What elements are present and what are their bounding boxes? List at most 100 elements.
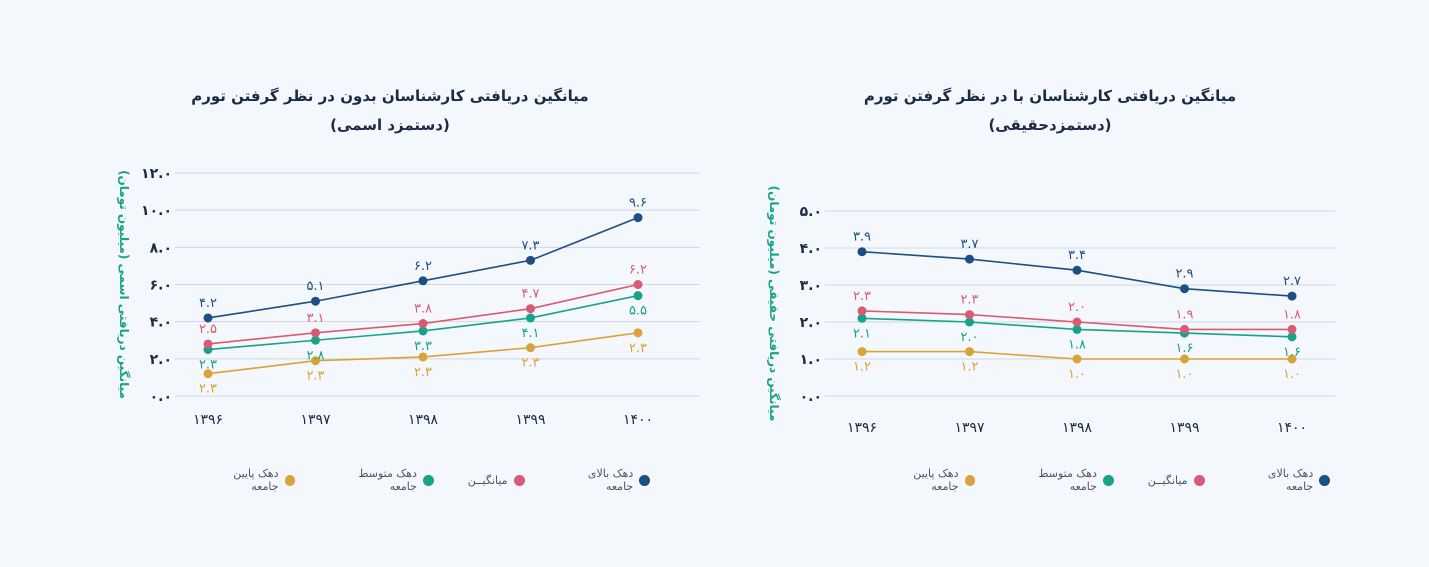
y-tick-label: ۰.۰	[150, 389, 172, 405]
data-point	[857, 313, 867, 323]
legend-label: میانگیــن	[1147, 473, 1188, 487]
x-tick-label: ۱۳۹۹	[1169, 420, 1199, 436]
x-tick-label: ۱۳۹۸	[408, 412, 439, 428]
data-point	[633, 213, 643, 223]
data-label: ۵.۵	[629, 304, 647, 319]
data-label: ۹.۶	[629, 196, 647, 211]
data-point	[311, 328, 320, 338]
data-point	[418, 319, 428, 329]
data-label: ۱.۰	[1068, 367, 1086, 382]
data-label: ۶.۲	[414, 259, 432, 274]
data-point	[418, 326, 428, 336]
data-label: ۳.۸	[414, 302, 432, 317]
legend-swatch	[964, 474, 976, 486]
data-point	[1180, 324, 1189, 334]
data-label: ۲.۳	[629, 341, 647, 356]
data-label: ۱.۸	[1068, 337, 1086, 352]
legend-item: دهک بالای جامعه	[559, 467, 650, 493]
data-point	[1180, 284, 1189, 294]
data-point	[418, 276, 428, 286]
legend-item: دهک پایین جامعه	[204, 467, 296, 493]
data-point	[311, 296, 320, 306]
legend-item: دهک متوسط جامعه	[329, 467, 434, 493]
legend-label: دهک پایین جامعه	[233, 467, 279, 493]
data-label: ۳.۳	[414, 339, 432, 354]
data-label: ۶.۲	[629, 263, 647, 278]
legend-item: دهک پایین جامعه	[884, 467, 976, 493]
data-label: ۲.۳	[199, 382, 217, 397]
x-tick-label: ۱۴۰۰	[623, 412, 653, 428]
data-label: ۳.۹	[853, 230, 871, 245]
x-tick-label: ۱۳۹۹	[515, 412, 545, 428]
data-label: ۲.۱	[853, 326, 871, 341]
data-label: ۲.۸	[306, 348, 324, 363]
data-point	[965, 347, 974, 357]
legend-swatch	[284, 474, 296, 486]
y-axis-label: میانگین دریافتی اسمی (میلیون تومان)	[116, 170, 131, 399]
legend-swatch	[422, 474, 434, 486]
y-tick-label: ۲.۰	[150, 352, 172, 368]
data-label: ۲.۳	[199, 358, 217, 373]
data-label: ۵.۱	[306, 279, 324, 294]
data-label: ۱.۲	[960, 360, 978, 375]
data-label: ۲.۹	[1175, 267, 1193, 282]
data-label: ۲.۳	[521, 356, 539, 371]
legend-label: دهک متوسط جامعه	[1038, 467, 1097, 493]
data-label: ۱.۶	[1175, 341, 1193, 356]
data-point	[1180, 354, 1189, 364]
legend-swatch	[1193, 474, 1205, 486]
y-tick-label: ۰.۰	[800, 389, 822, 405]
legend-label: دهک بالای جامعه	[1267, 467, 1314, 493]
data-point	[1072, 324, 1082, 334]
x-tick-label: ۱۴۰۰	[1277, 420, 1307, 436]
data-point	[1072, 354, 1082, 364]
x-tick-label: ۱۳۹۷	[300, 412, 331, 428]
y-tick-label: ۳.۰	[800, 278, 822, 294]
data-point	[633, 328, 643, 338]
chart-title-main: میانگین دریافتی کارشناسان با در نظر گرفت…	[863, 87, 1237, 105]
chart-panel-real: میانگین دریافتی کارشناسان با در نظر گرفت…	[740, 0, 1380, 567]
data-label: ۲.۰	[960, 330, 978, 345]
legend-item: دهک بالای جامعه	[1239, 467, 1330, 493]
data-point	[1287, 354, 1297, 364]
y-tick-label: ۵.۰	[800, 204, 822, 220]
data-point	[311, 335, 320, 345]
legend-label: میانگیــن	[467, 473, 508, 487]
data-point	[526, 255, 535, 265]
data-point	[633, 291, 643, 301]
x-tick-label: ۱۳۹۶	[847, 420, 877, 436]
data-label: ۱.۸	[1283, 307, 1301, 322]
data-label: ۴.۲	[199, 296, 217, 311]
data-point	[857, 306, 867, 316]
data-label: ۱.۰	[1283, 367, 1301, 382]
data-point	[526, 304, 535, 314]
legend-swatch	[639, 474, 650, 486]
data-point	[203, 313, 213, 323]
chart-title-main: میانگین دریافتی کارشناسان بدون در نظر گر…	[191, 87, 589, 105]
data-point	[1287, 332, 1297, 342]
data-label: ۲.۷	[1283, 274, 1301, 289]
data-label: ۲.۰	[1068, 300, 1086, 315]
data-label: ۷.۳	[521, 238, 539, 253]
legend-item: میانگیــن	[468, 474, 525, 487]
data-point	[857, 347, 867, 357]
chart-panel-nominal: میانگین دریافتی کارشناسان بدون در نظر گر…	[100, 0, 740, 567]
legend-label: دهک متوسط جامعه	[358, 467, 417, 493]
y-tick-label: ۱۰.۰	[141, 203, 172, 219]
x-tick-label: ۱۳۹۶	[193, 412, 223, 428]
y-tick-label: ۴.۰	[800, 241, 822, 257]
legend-swatch	[513, 474, 525, 486]
data-label: ۱.۲	[853, 360, 871, 375]
data-point	[857, 247, 867, 257]
data-label: ۲.۳	[414, 365, 432, 380]
data-point	[1072, 317, 1082, 327]
data-label: ۲.۳	[853, 289, 871, 304]
y-tick-label: ۱.۰	[800, 352, 822, 368]
data-point	[203, 369, 213, 379]
data-point	[1287, 291, 1297, 301]
data-point	[203, 339, 213, 349]
y-tick-label: ۴.۰	[150, 315, 172, 331]
y-tick-label: ۱۲.۰	[141, 166, 172, 182]
data-label: ۴.۱	[521, 326, 539, 341]
chart-legend: دهک بالای جامعه میانگیــن دهک متوسط جامعه د…	[850, 467, 1330, 493]
